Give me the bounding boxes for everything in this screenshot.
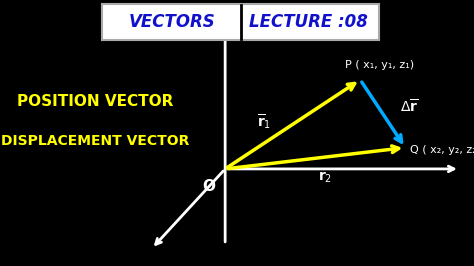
Text: $\Delta\overline{\mathbf{r}}$: $\Delta\overline{\mathbf{r}}$ [400,98,418,116]
Text: LECTURE :08: LECTURE :08 [249,13,368,31]
FancyBboxPatch shape [102,4,379,40]
Text: O: O [202,179,215,194]
Text: $\overline{\mathbf{r}}_2$: $\overline{\mathbf{r}}_2$ [318,166,332,185]
Text: VECTORS: VECTORS [129,13,216,31]
Text: P ( x₁, y₁, z₁): P ( x₁, y₁, z₁) [345,60,414,70]
Text: POSITION VECTOR: POSITION VECTOR [17,94,173,109]
Text: DISPLACEMENT VECTOR: DISPLACEMENT VECTOR [0,134,189,148]
Text: $\overline{\mathbf{r}}_1$: $\overline{\mathbf{r}}_1$ [257,112,272,131]
Text: Q ( x₂, y₂, z₂): Q ( x₂, y₂, z₂) [410,145,474,155]
